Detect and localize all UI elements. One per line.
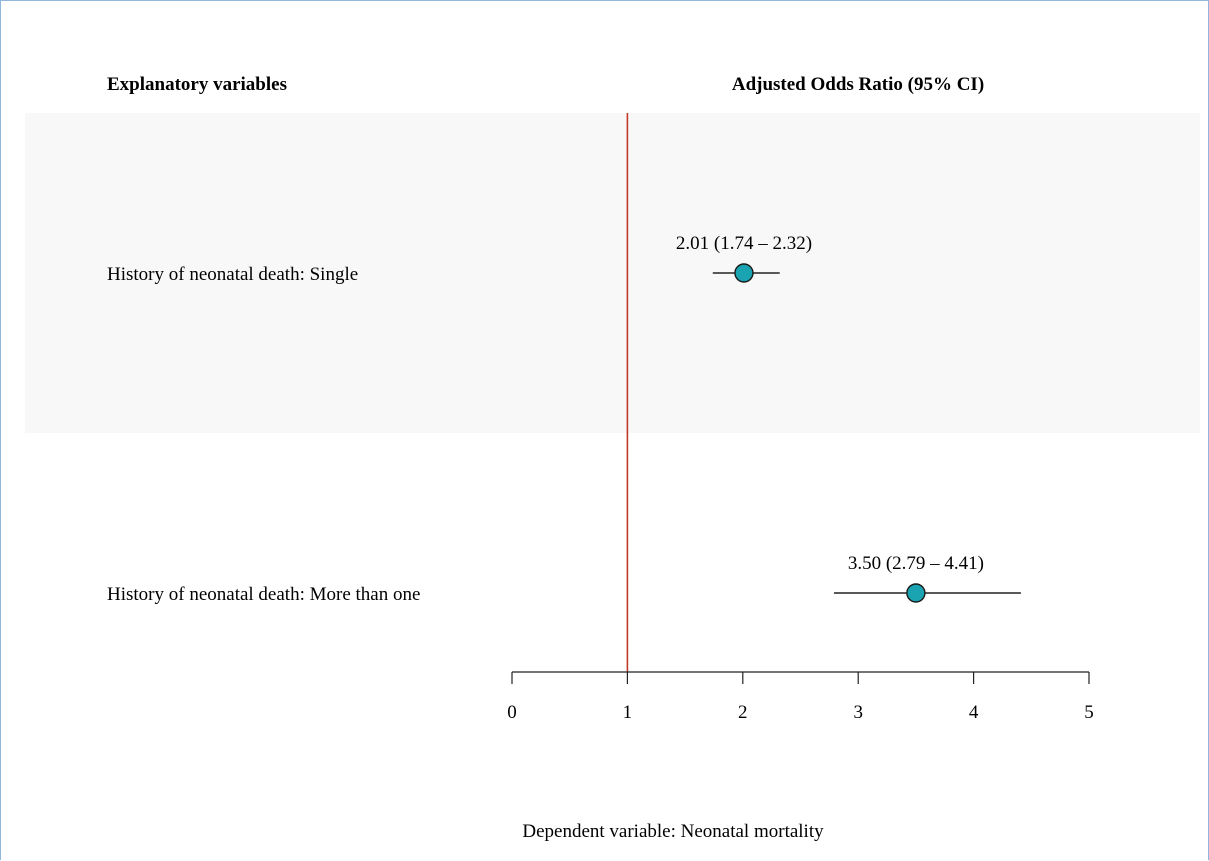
x-tick-label-0: 0: [507, 702, 517, 723]
x-tick-label-5: 5: [1084, 702, 1094, 723]
x-tick-label-1: 1: [623, 702, 633, 723]
row-label-0: History of neonatal death: Single: [107, 264, 358, 285]
header-explanatory-variables: Explanatory variables: [107, 74, 287, 95]
footer-dependent-variable: Dependent variable: Neonatal mortality: [522, 821, 824, 842]
estimate-point-1: [906, 583, 926, 603]
x-tick-label-4: 4: [969, 702, 979, 723]
estimate-point-0: [734, 263, 754, 283]
x-tick-label-2: 2: [738, 702, 748, 723]
estimate-label-0: 2.01 (1.74 – 2.32): [676, 233, 812, 254]
row-band-0: [25, 113, 1200, 433]
estimate-label-1: 3.50 (2.79 – 4.41): [848, 553, 984, 574]
x-tick-label-3: 3: [853, 702, 863, 723]
row-label-1: History of neonatal death: More than one: [107, 584, 420, 605]
header-odds-ratio: Adjusted Odds Ratio (95% CI): [732, 74, 984, 95]
